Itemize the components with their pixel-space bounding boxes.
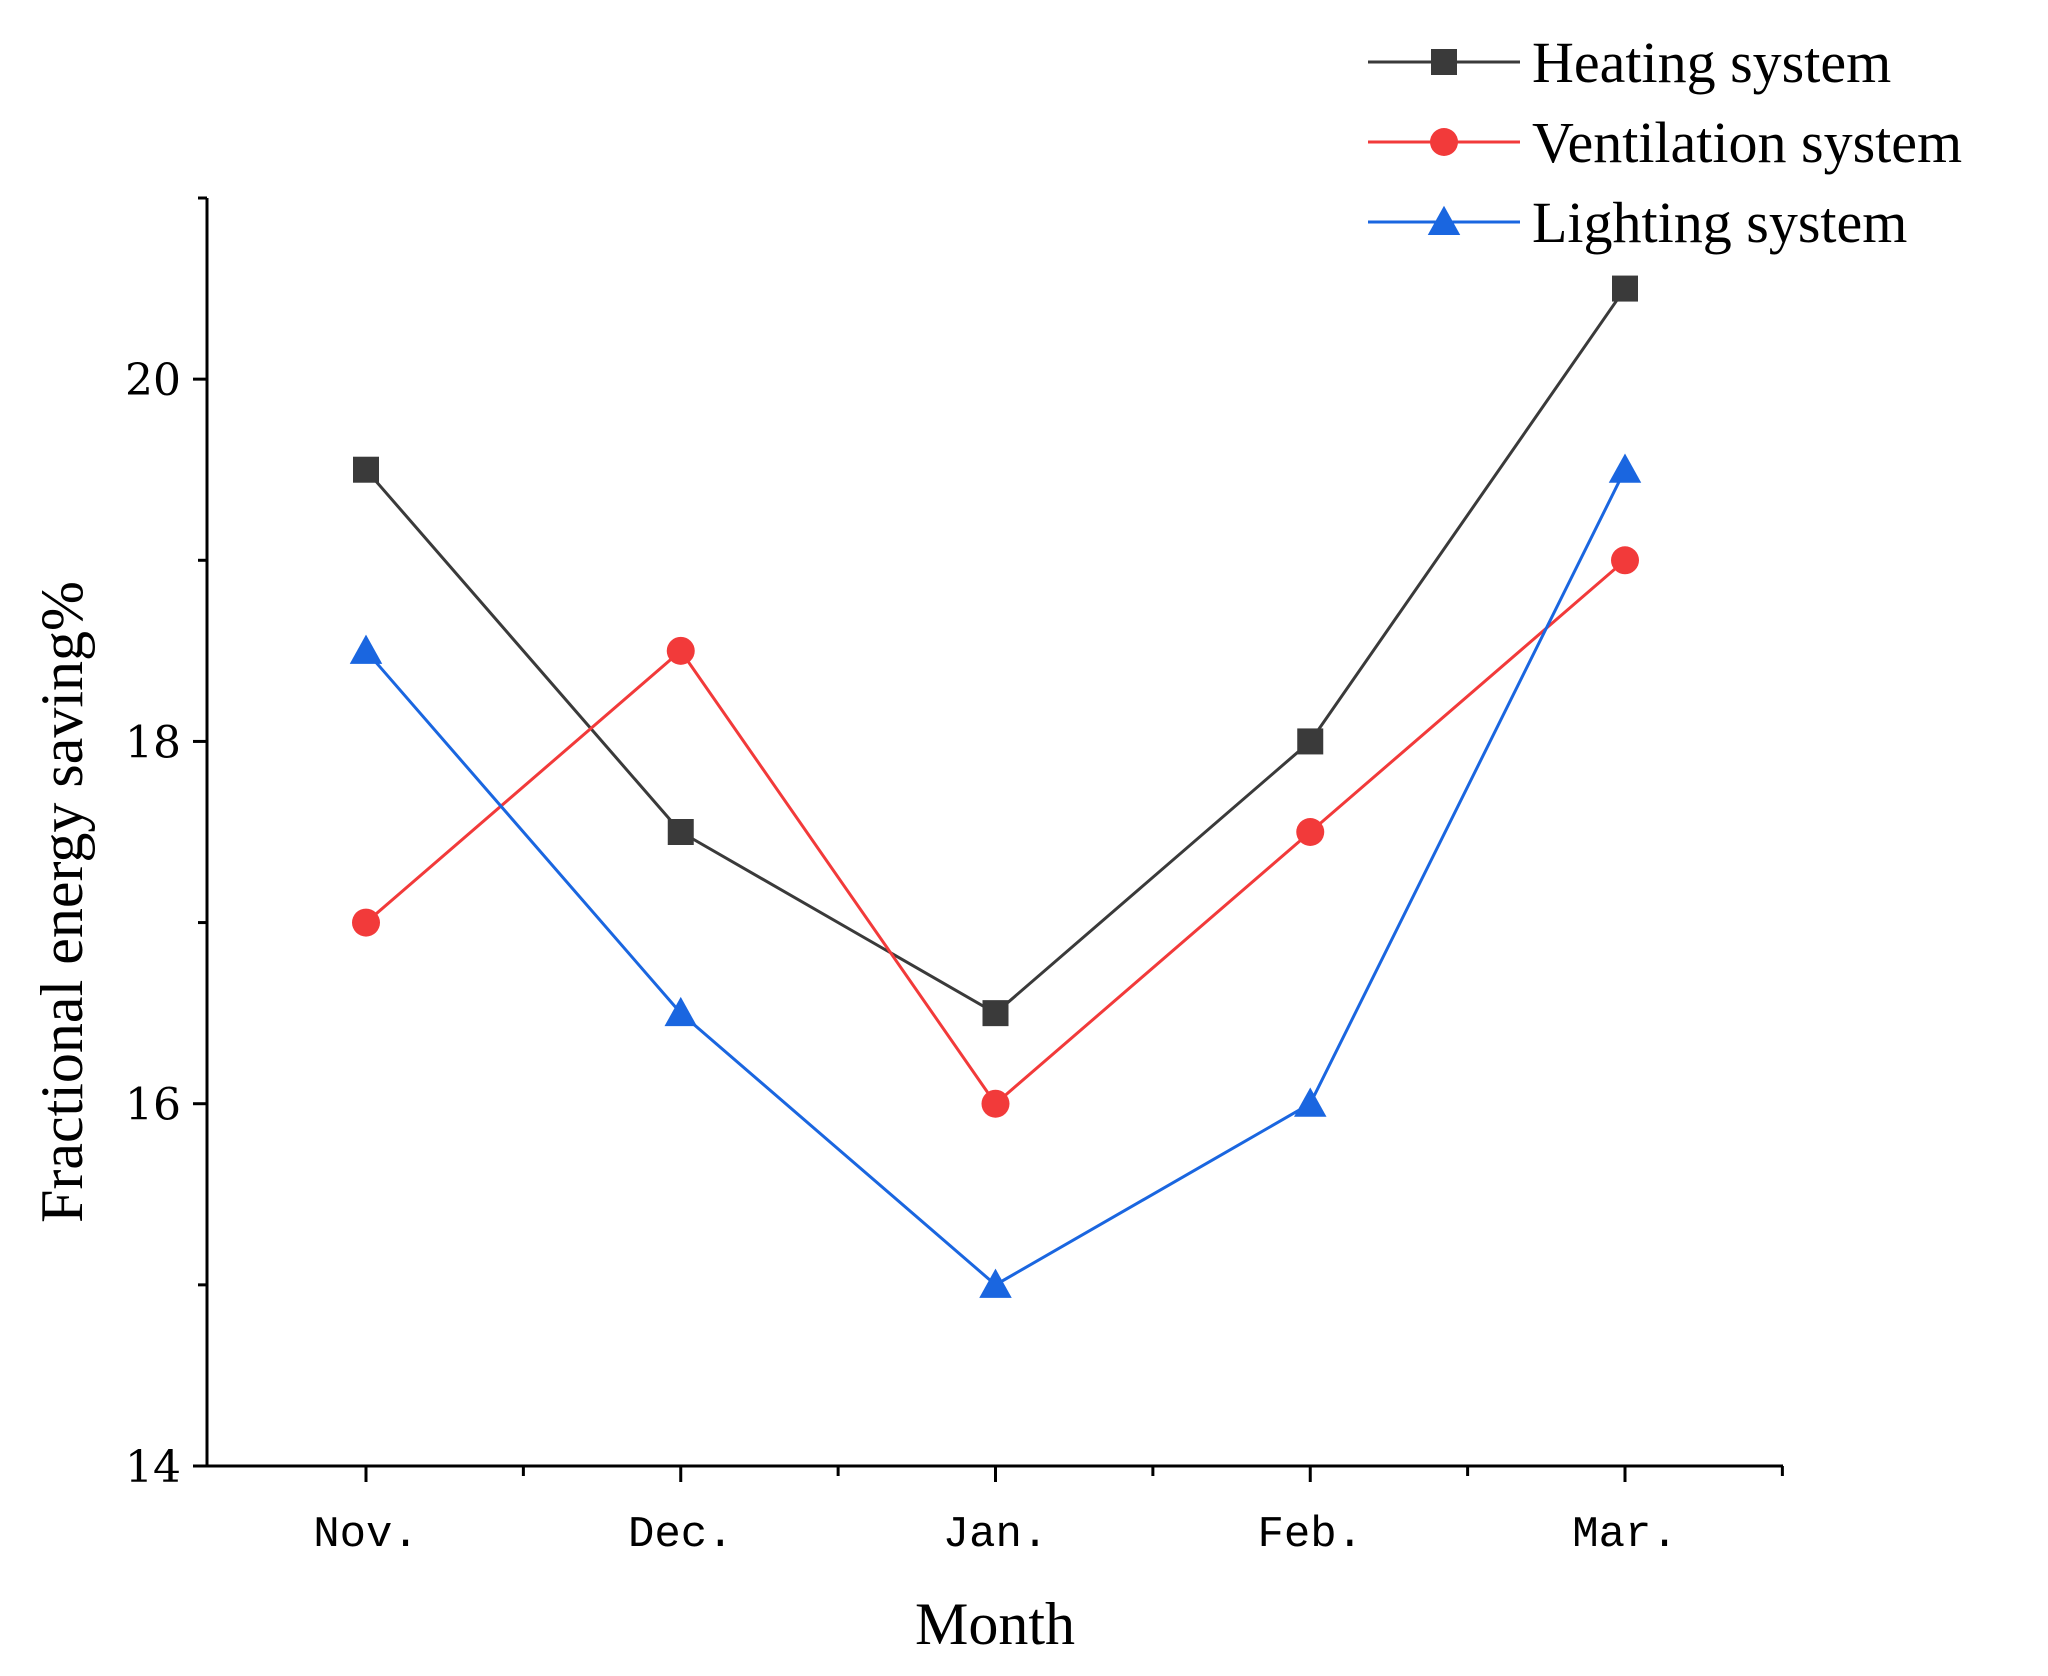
data-point <box>349 634 383 664</box>
legend-marker <box>1427 205 1461 235</box>
data-point <box>664 996 697 1027</box>
series-line <box>364 469 1627 1287</box>
series-heating-system <box>353 275 1638 1027</box>
series-lighting-system <box>349 453 1642 1298</box>
y-tick-label: 20 <box>125 355 181 406</box>
x-tick-label: Jan. <box>943 1510 1049 1560</box>
data-point <box>1612 275 1638 302</box>
x-tick-label: Feb. <box>1257 1510 1363 1560</box>
x-axis-title: Month <box>915 1591 1075 1657</box>
data-point <box>1294 1087 1327 1117</box>
x-tick-label: Dec. <box>628 1510 734 1560</box>
data-point <box>666 636 695 665</box>
data-point <box>979 1268 1012 1298</box>
data-point <box>1296 818 1325 846</box>
y-axis-title: Fractional energy saving% <box>29 581 95 1223</box>
series-layer <box>349 275 1642 1298</box>
y-tick-label: 18 <box>125 717 181 768</box>
data-point <box>667 819 694 845</box>
data-point <box>1608 453 1642 483</box>
data-point <box>982 1000 1009 1027</box>
series-line <box>364 287 1627 1015</box>
legend-item: Ventilation system <box>1368 110 1962 175</box>
series-ventilation-system <box>352 546 1639 1118</box>
legend-label: Heating system <box>1532 30 1891 95</box>
legend-marker <box>1430 128 1458 156</box>
data-point <box>352 908 380 937</box>
legend-label: Ventilation system <box>1532 110 1962 175</box>
y-tick-label: 16 <box>125 1080 181 1131</box>
legend-label: Lighting system <box>1532 190 1907 255</box>
legend-item: Lighting system <box>1368 190 1907 255</box>
data-point <box>353 456 379 483</box>
data-point <box>1611 546 1639 575</box>
legend-marker <box>1431 49 1457 75</box>
data-point <box>981 1089 1010 1118</box>
x-tick-label: Mar. <box>1572 1510 1678 1560</box>
legend: Heating system Ventilation system Lighting… <box>1368 30 1962 255</box>
legend-item: Heating system <box>1368 30 1891 95</box>
data-point <box>1297 728 1324 755</box>
y-tick-label: 14 <box>125 1442 181 1493</box>
axes: 14 16 18 20 Nov. Dec. Jan. Feb. Mar. <box>125 196 1784 1560</box>
x-tick-label: Nov. <box>313 1510 419 1560</box>
